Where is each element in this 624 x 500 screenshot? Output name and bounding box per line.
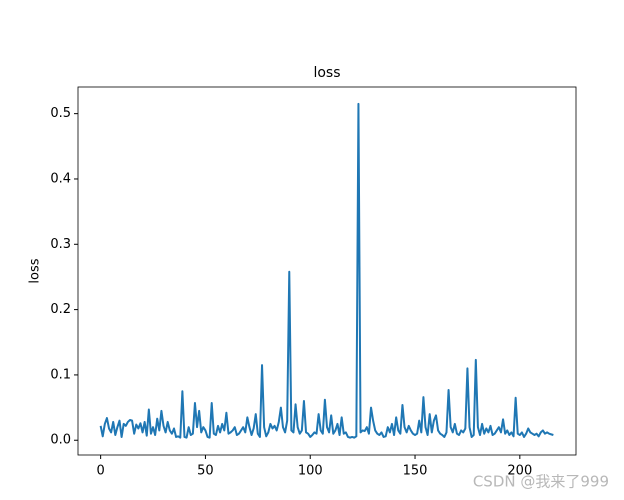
watermark: CSDN @我来了999	[473, 473, 609, 491]
y-axis-label: loss	[28, 258, 43, 283]
x-tick-label: 100	[298, 464, 323, 479]
y-tick-label: 0.2	[50, 302, 71, 317]
y-tick-label: 0.3	[50, 237, 71, 252]
y-tick-label: 0.1	[50, 367, 71, 382]
x-tick-label: 0	[96, 464, 104, 479]
plot-frame	[77, 86, 577, 456]
x-tick-label: 200	[507, 464, 532, 479]
y-tick-label: 0.4	[50, 171, 71, 186]
x-tick-label: 150	[403, 464, 428, 479]
loss-line	[99, 102, 554, 439]
y-tick-label: 0.5	[50, 106, 71, 121]
x-tick-label: 50	[197, 464, 214, 479]
y-tick-label: 0.0	[50, 433, 71, 448]
chart-title: loss	[313, 65, 340, 81]
